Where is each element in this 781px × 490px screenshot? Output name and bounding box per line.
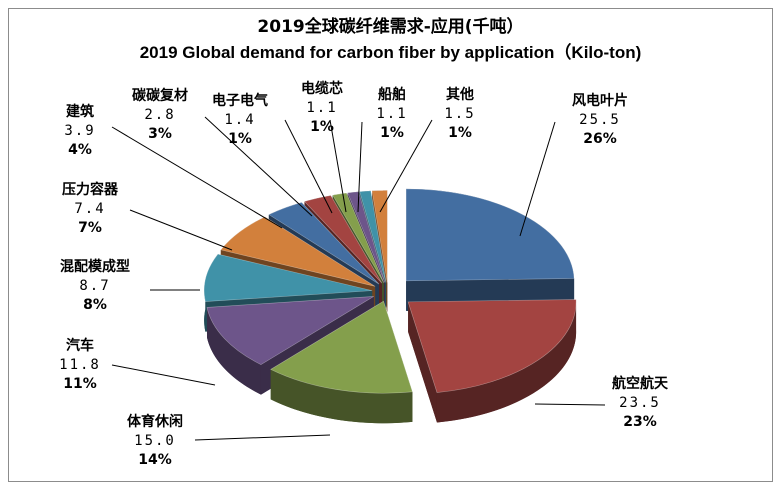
label-percent: 14% [138, 452, 172, 468]
label-category: 船舶 [377, 87, 406, 103]
label-value: 2.8 [144, 107, 176, 123]
leader-line [284, 119, 333, 214]
chart-subtitle: 2019 Global demand for carbon fiber by a… [139, 43, 642, 62]
label-percent: 4% [68, 142, 92, 158]
slice-side [436, 299, 577, 423]
chart-title: 2019全球碳纤维需求-应用(千吨） [257, 17, 524, 37]
label-value: 1.5 [444, 106, 476, 122]
label-category: 风电叶片 [572, 93, 628, 109]
leader-line [194, 434, 331, 441]
data-label: 电缆芯 1.1 1% [301, 80, 343, 137]
pie-slice-3 [270, 300, 413, 424]
slice-top [220, 216, 376, 287]
slice-top [270, 300, 413, 394]
slice-wall [408, 301, 437, 423]
label-value: 7.4 [74, 201, 106, 217]
label-value: 1.4 [224, 112, 256, 128]
label-value: 8.7 [79, 278, 111, 294]
label-percent: 1% [448, 125, 472, 141]
leader-line [111, 364, 216, 386]
label-percent: 1% [228, 131, 252, 147]
leader-line [519, 121, 556, 237]
slice-top [332, 192, 385, 283]
data-label: 碳碳复材 2.8 3% [132, 87, 188, 144]
slice-top [203, 253, 373, 302]
slice-top [303, 195, 383, 284]
label-percent: 3% [148, 126, 172, 142]
label-percent: 23% [623, 414, 657, 430]
data-label: 航空航天 23.5 23% [612, 375, 668, 432]
label-category: 混配模成型 [60, 259, 130, 275]
label-category: 碳碳复材 [132, 88, 188, 104]
label-category: 体育休闲 [127, 414, 183, 430]
label-category: 航空航天 [612, 376, 668, 392]
leader-line [357, 121, 363, 213]
slice-top [371, 190, 388, 283]
label-category: 电子电气 [212, 93, 268, 109]
slice-top [359, 190, 387, 283]
slice-top [206, 296, 374, 365]
data-label: 其他 1.5 1% [444, 86, 475, 143]
leader-line [534, 403, 606, 406]
label-value: 25.5 [579, 112, 621, 128]
pie-slice-1 [405, 188, 575, 311]
label-category: 建筑 [65, 104, 94, 120]
leader-line [129, 209, 233, 251]
label-value: 15.0 [134, 433, 176, 449]
label-category: 其他 [445, 87, 474, 103]
data-label: 压力容器 7.4 7% [62, 181, 118, 238]
label-category: 电缆芯 [301, 81, 343, 97]
data-label: 混配模成型 8.7 8% [60, 258, 130, 315]
label-percent: 26% [583, 131, 617, 147]
label-value: 1.1 [306, 100, 338, 116]
label-value: 11.8 [59, 357, 101, 373]
leader-line [379, 119, 433, 213]
label-percent: 8% [83, 297, 107, 313]
leader-line [329, 119, 347, 213]
label-value: 23.5 [619, 395, 661, 411]
label-value: 1.1 [376, 106, 408, 122]
slice-top [268, 202, 380, 285]
label-percent: 7% [78, 220, 102, 236]
label-category: 汽车 [66, 338, 94, 354]
data-label: 体育休闲 15.0 14% [127, 413, 183, 470]
slice-side [270, 369, 413, 424]
slice-top [405, 188, 575, 282]
leader-line [204, 116, 313, 217]
label-category: 压力容器 [62, 182, 118, 198]
data-label: 汽车 11.8 11% [59, 337, 101, 394]
slice-top [407, 299, 577, 393]
data-label: 建筑 3.9 4% [64, 103, 95, 160]
label-value: 3.9 [64, 123, 96, 139]
label-percent: 11% [63, 376, 97, 392]
leader-line [111, 126, 283, 229]
label-percent: 1% [380, 125, 404, 141]
data-label: 电子电气 1.4 1% [212, 92, 268, 149]
label-percent: 1% [310, 119, 334, 135]
data-label: 风电叶片 25.5 26% [572, 92, 628, 149]
pie-slice-2 [407, 299, 577, 423]
slice-side [206, 307, 261, 395]
data-label: 船舶 1.1 1% [376, 86, 407, 143]
